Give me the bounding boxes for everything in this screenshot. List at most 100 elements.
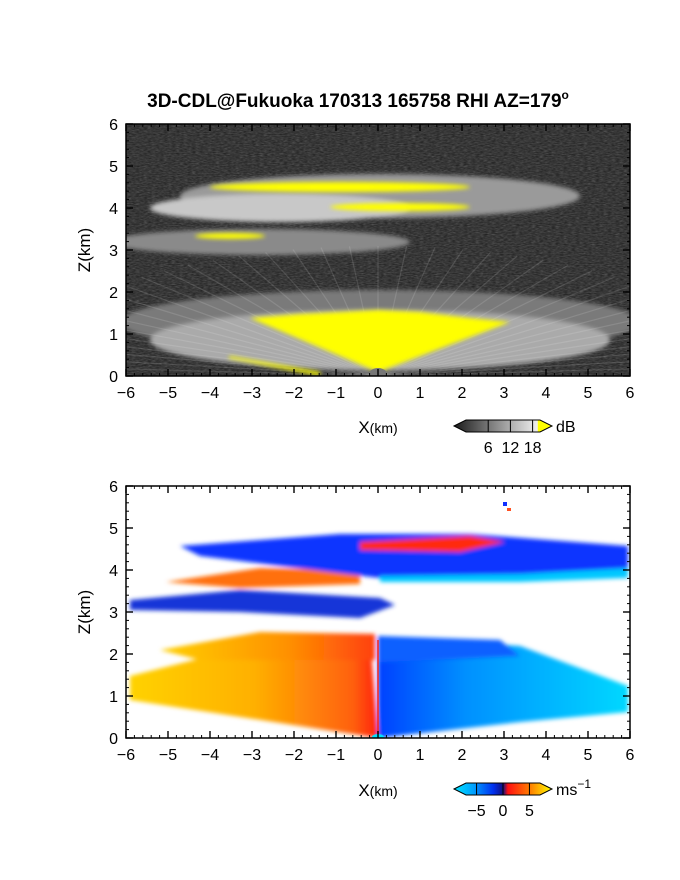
reflectivity-colorbar: dB 6 12 18 [452, 419, 576, 457]
reflectivity-heatmap [126, 124, 630, 376]
velocity-colorbar-unit: ms−1 [556, 777, 591, 799]
reflectivity-x-tick-label: −6 [117, 385, 135, 402]
velocity-panel: −6 −5 −4 −3 −2 −1 0 1 2 3 4 5 6 0 1 2 3 4 5 6 X(km) Z(km) m… [75, 479, 635, 820]
velocity-colorbar-tick-label: 0 [499, 803, 508, 820]
reflectivity-axes: −6 −5 −4 −3 −2 −1 0 1 2 3 4 5 6 0 1 2 3 4 5 6 [109, 117, 634, 402]
velocity-colorbar: ms−1 −5 0 5 [452, 777, 591, 820]
velocity-x-tick-label: 4 [542, 747, 551, 764]
mid-cloud-layer [126, 229, 410, 255]
saturated-echo [195, 182, 510, 376]
velocity-colorbar-tick-label: 5 [525, 803, 534, 820]
velocity-y-tick-label: 2 [109, 647, 118, 664]
velocity-x-tick-label: −4 [201, 747, 219, 764]
reflectivity-y-tick-label: 0 [109, 369, 118, 386]
radar-ray [377, 298, 630, 376]
velocity-colorbar-tick-label: −5 [467, 803, 485, 820]
upper-light-blue-edge [380, 568, 628, 582]
upper-cloud-core [150, 194, 410, 222]
radar-ray [377, 368, 630, 376]
reflectivity-colorbar-tick-label: 6 [484, 440, 493, 457]
radar-ray [126, 329, 379, 376]
velocity-y-tick-label: 1 [109, 689, 118, 706]
reflectivity-x-tick-label: 5 [584, 385, 593, 402]
radar-ray [377, 338, 630, 376]
velocity-xlabel: X(km) [358, 781, 397, 800]
velocity-y-tick-label: 4 [109, 563, 118, 580]
reflectivity-y-tick-label: 2 [109, 285, 118, 302]
velocity-y-tick-label: 6 [109, 479, 118, 496]
velocity-x-tick-label: 5 [584, 747, 593, 764]
velocity-x-tick-label: −1 [327, 747, 345, 764]
mid-negative-region [130, 590, 395, 618]
radar-ray [377, 285, 630, 376]
radar-ray [126, 309, 379, 376]
reflectivity-colorbar-tick-label: 12 [502, 440, 520, 457]
low-right-upper-region [380, 636, 520, 662]
radar-ray [377, 361, 630, 376]
reflectivity-x-tick-label: −4 [201, 385, 219, 402]
velocity-x-tick-label: 6 [626, 747, 635, 764]
radar-ray [126, 298, 379, 376]
velocity-y-tick-label: 5 [109, 521, 118, 538]
reflectivity-y-tick-label: 5 [109, 159, 118, 176]
saturated-low-fan [250, 310, 510, 372]
reflectivity-x-tick-label: 1 [416, 385, 425, 402]
saturated-upper-2 [330, 203, 470, 211]
radar-ray [126, 346, 379, 376]
velocity-x-tick-label: 1 [416, 747, 425, 764]
radar-ray [126, 338, 379, 376]
reflectivity-colorbar-unit: dB [556, 419, 576, 436]
radar-ray [126, 320, 379, 376]
velocity-axes: −6 −5 −4 −3 −2 −1 0 1 2 3 4 5 6 0 1 2 3 4 5 6 [109, 479, 634, 764]
radar-ray [377, 353, 630, 376]
velocity-speck-1 [503, 502, 507, 506]
reflectivity-x-tick-label: −1 [327, 385, 345, 402]
velocity-x-tick-label: −3 [243, 747, 261, 764]
radar-ray [377, 346, 630, 376]
reflectivity-x-tick-label: −3 [243, 385, 261, 402]
upper-negative-region [180, 534, 628, 578]
velocity-x-tick-label: 0 [374, 747, 383, 764]
saturated-ground-streak [228, 356, 320, 376]
saturated-mid [195, 233, 265, 239]
velocity-y-tick-label: 3 [109, 605, 118, 622]
reflectivity-x-tick-label: 3 [500, 385, 509, 402]
reflectivity-x-tick-label: 6 [626, 385, 635, 402]
velocity-x-tick-label: −6 [117, 747, 135, 764]
reflectivity-colorbar-tick-label: 18 [524, 440, 542, 457]
reflectivity-y-tick-label: 6 [109, 117, 118, 134]
velocity-ylabel: Z(km) [75, 590, 94, 634]
radar-ray [126, 285, 379, 376]
reflectivity-x-tick-label: 0 [374, 385, 383, 402]
figure-title: 3D-CDL@Fukuoka 170313 165758 RHI AZ=179o [147, 88, 569, 112]
reflectivity-x-tick-label: 2 [458, 385, 467, 402]
radar-ray [126, 353, 379, 376]
reflectivity-x-tick-label: 4 [542, 385, 551, 402]
upper-positive-region [360, 536, 505, 552]
reflectivity-colorbar-bar [452, 419, 554, 433]
reflectivity-xlabel: X(km) [358, 418, 397, 437]
reflectivity-y-tick-label: 4 [109, 201, 118, 218]
upper-left-positive-region [166, 568, 360, 588]
reflectivity-x-tick-label: −5 [159, 385, 177, 402]
velocity-speck-2 [507, 508, 511, 511]
low-left-positive-region [130, 636, 378, 738]
reflectivity-x-tick-label: −2 [285, 385, 303, 402]
velocity-x-tick-label: 3 [500, 747, 509, 764]
reflectivity-y-tick-label: 1 [109, 327, 118, 344]
velocity-heatmap [126, 486, 630, 738]
low-upper-positive-region [160, 632, 375, 660]
radar-ray [141, 276, 379, 376]
saturated-upper-1 [210, 182, 470, 192]
velocity-y-tick-label: 0 [109, 731, 118, 748]
velocity-x-tick-label: 2 [458, 747, 467, 764]
velocity-x-tick-label: −5 [159, 747, 177, 764]
radar-ray [377, 320, 630, 376]
velocity-x-tick-label: −2 [285, 747, 303, 764]
reflectivity-y-tick-label: 3 [109, 243, 118, 260]
radar-ray [377, 329, 630, 376]
reflectivity-ylabel: Z(km) [75, 228, 94, 272]
